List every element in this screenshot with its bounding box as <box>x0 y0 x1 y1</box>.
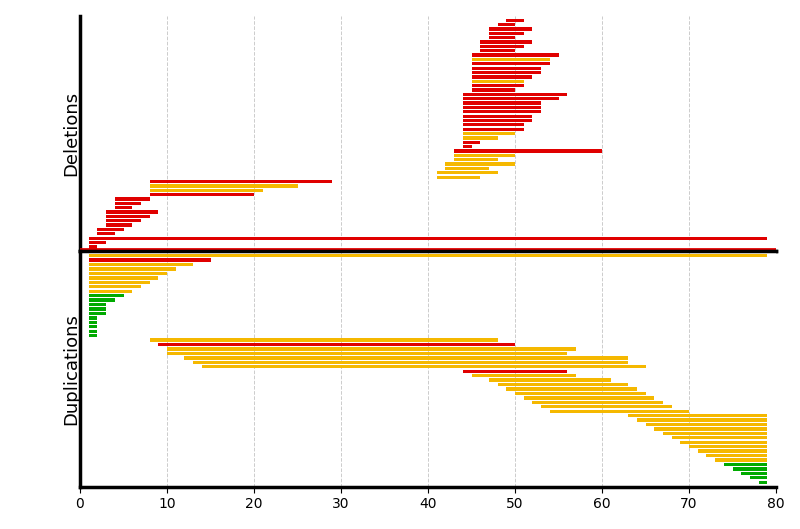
Y-axis label: Deletions: Deletions <box>62 91 81 176</box>
Y-axis label: Duplications: Duplications <box>62 313 81 425</box>
